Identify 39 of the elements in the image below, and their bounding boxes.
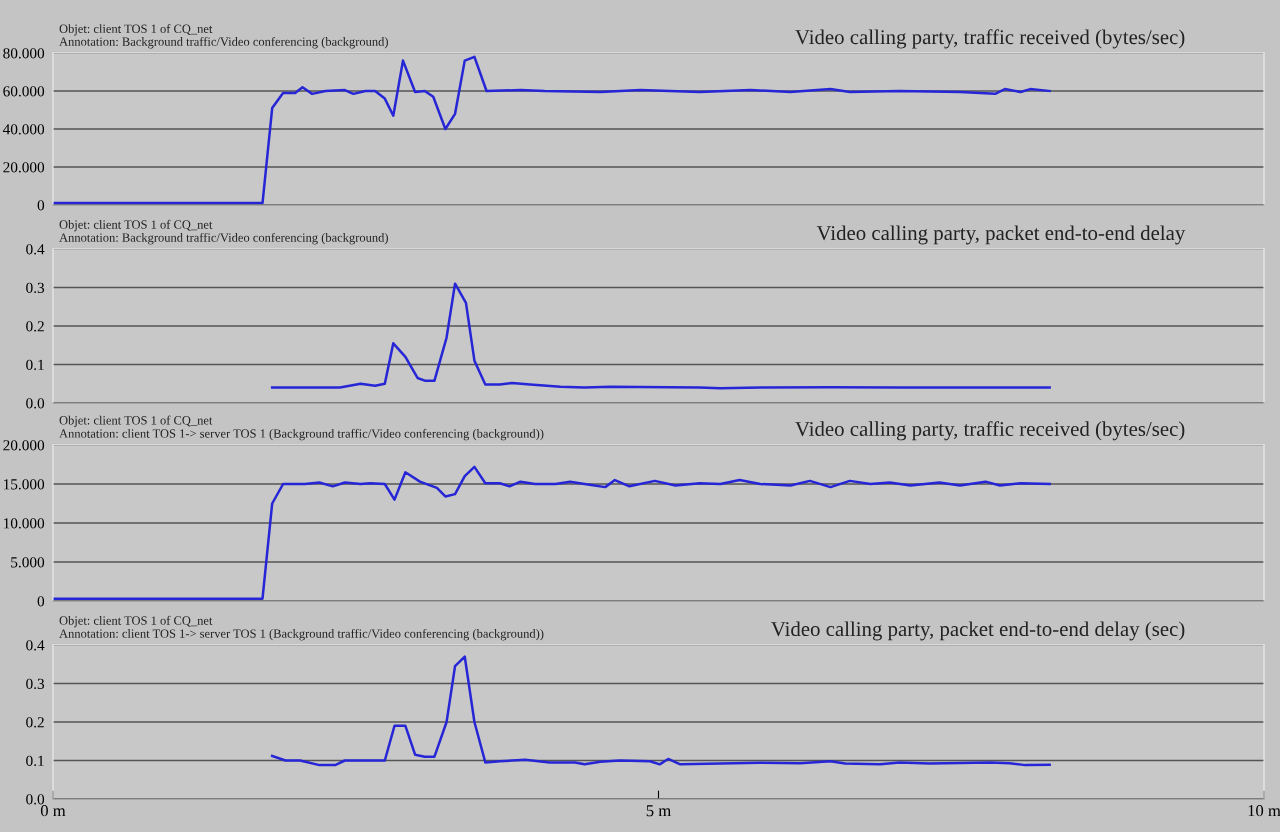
y-tick-label: 80.000 [3, 48, 45, 59]
text: Objet: client TOS 1 of CQ_net [59, 219, 213, 232]
text: Objet: client TOS 1 of CQ_net [59, 615, 213, 628]
chart-title: Video calling party, traffic received (bytes/sec) [795, 29, 1185, 49]
text: Objet: client TOS 1 of CQ_net [59, 415, 213, 428]
text: Objet: client TOS 1 of CQ_net [59, 24, 213, 36]
line-series [270, 655, 1051, 767]
y-tick-label: 0.1 [26, 755, 44, 767]
line-series [53, 55, 1051, 205]
y-tick-label: 0.3 [26, 678, 45, 690]
y-tick-label: 0 [37, 200, 45, 211]
x-tick-label: 0 m [40, 805, 66, 817]
y-tick-label: 40.000 [2, 124, 45, 135]
line-series [270, 282, 1051, 390]
chart-title: Video calling party, packet end-to-end delay [816, 225, 1186, 245]
y-tick-label: 0.4 [26, 244, 45, 255]
text: Annotation: client TOS 1-> server TOS 1 (Background traffic/Video conferencing (background)) [59, 428, 544, 441]
y-tick-label: 60.000 [3, 86, 45, 97]
text: Annotation: client TOS 1-> server TOS 1 (Background traffic/Video conferencing (background)) [59, 628, 544, 641]
y-tick-label: 20.000 [3, 162, 45, 173]
y-tick-label: 0 [37, 596, 45, 607]
chart-title: Video calling party, traffic received (bytes/sec) [795, 421, 1185, 441]
y-tick-label: 0.2 [26, 717, 44, 728]
y-tick-label: 0.0 [26, 794, 45, 805]
y-tick-label: 10.000 [4, 518, 45, 529]
y-tick-label: 0.1 [26, 359, 44, 371]
text: Annotation: Background traffic/Video conferencing (background) [59, 232, 388, 245]
y-tick-label: 5.000 [11, 557, 45, 568]
x-tick-label: 5 m [646, 805, 671, 817]
y-tick-label: 0.2 [26, 321, 44, 332]
x-tick-label: 10 m [1248, 805, 1280, 817]
line-series [53, 465, 1051, 600]
y-tick-label: 0.0 [26, 398, 45, 409]
y-tick-label: 15.000 [4, 479, 45, 490]
y-tick-label: 20.000 [3, 440, 45, 451]
y-tick-label: 0.4 [26, 640, 45, 651]
text: Annotation: Background traffic/Video conferencing (background) [59, 36, 388, 49]
chart-title: Video calling party, packet end-to-end delay (sec) [771, 621, 1185, 641]
y-tick-label: 0.3 [26, 282, 45, 294]
